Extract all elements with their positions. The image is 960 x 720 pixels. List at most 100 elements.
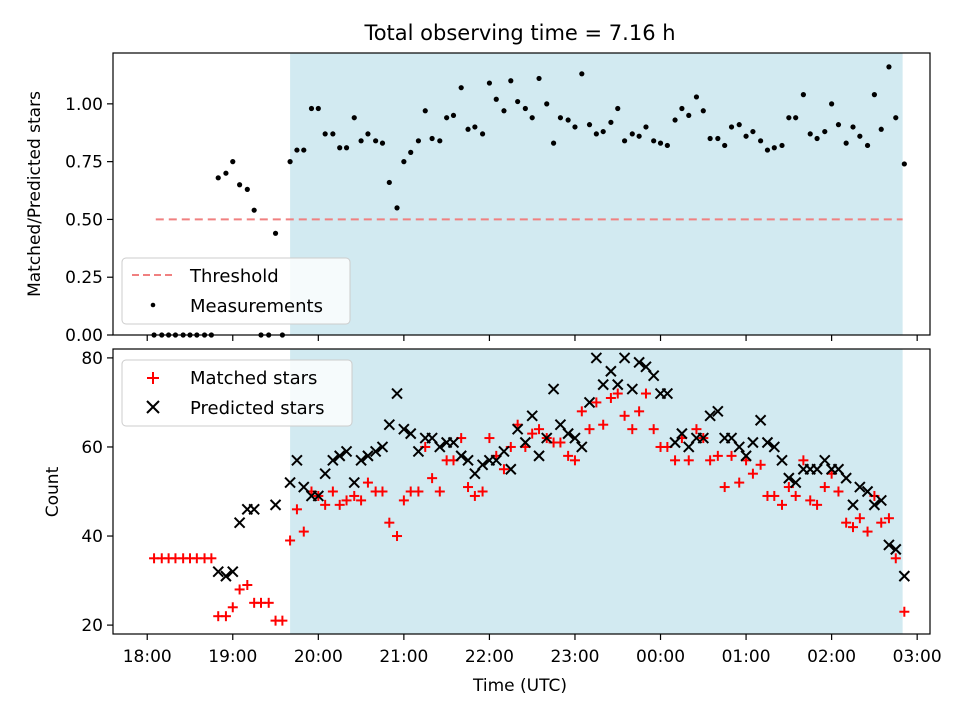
- predicted-star-point: [233, 516, 246, 529]
- measurement-point: [557, 115, 564, 121]
- measurement-point: [444, 115, 450, 121]
- predicted-star-point: [333, 450, 346, 462]
- measurement-point: [458, 85, 464, 91]
- predicted-star-point: [890, 543, 902, 556]
- measurement-point: [244, 186, 250, 192]
- predicted-star-point: [269, 499, 282, 511]
- predicted-star-point: [541, 432, 553, 444]
- predicted-star-point: [847, 499, 859, 511]
- predicted-star-point: [789, 476, 802, 489]
- matched-star-point: [691, 424, 702, 435]
- measurement-point: [893, 115, 899, 121]
- measurement-point: [715, 135, 721, 142]
- measurement-point: [679, 105, 685, 112]
- matched-star-point: [705, 455, 716, 466]
- measurement-point: [493, 96, 499, 102]
- measurement-point: [572, 124, 578, 130]
- measurement-point: [479, 131, 486, 137]
- predicted-star-point: [712, 405, 724, 418]
- matched-star-point: [392, 531, 403, 542]
- predicted-star-point: [447, 436, 460, 449]
- predicted-star-point: [319, 467, 331, 480]
- measurement-point: [465, 126, 471, 132]
- measurement-point: [672, 117, 678, 123]
- predicted-stars-series: [212, 352, 911, 582]
- predicted-star-point: [312, 490, 325, 502]
- matched-star-point: [477, 486, 488, 497]
- measurement-point: [822, 128, 828, 135]
- predicted-star-point: [455, 450, 467, 462]
- predicted-star-point: [376, 441, 389, 453]
- observing-window-top: [290, 53, 903, 335]
- x-tick-label: 02:00: [807, 647, 856, 667]
- matched-star-point: [841, 517, 852, 528]
- x-tick-label: 22:00: [465, 647, 514, 667]
- measurement-point: [365, 131, 371, 137]
- ratio-legend-box: [121, 257, 351, 325]
- measurement-point: [508, 78, 514, 84]
- predicted-star-point: [533, 450, 545, 462]
- predicted-legend-swatch: [146, 400, 160, 414]
- measurement-point: [736, 122, 742, 128]
- measurement-point: [379, 140, 386, 146]
- predicted-star-point: [511, 423, 524, 435]
- matched-star-point: [726, 450, 737, 461]
- measurement-point: [515, 98, 521, 105]
- measurement-point: [664, 142, 670, 149]
- count-panel: 20 40 60 80 18:00 19:00 20:00 21:00 22:00 23:00 0…: [43, 348, 942, 696]
- measurement-point: [565, 117, 571, 123]
- measurement-point: [351, 115, 357, 121]
- matched-star-point: [377, 486, 388, 497]
- matched-star-point: [498, 464, 509, 475]
- matched-star-point: [384, 517, 395, 528]
- measurement-point: [800, 92, 806, 98]
- matched-legend-label: Matched stars: [190, 368, 317, 389]
- matched-star-point: [555, 437, 566, 448]
- x-tick-label: 20:00: [294, 647, 343, 667]
- predicted-star-point: [612, 378, 624, 391]
- predicted-star-point: [661, 387, 674, 400]
- matched-star-point: [776, 499, 787, 510]
- matched-star-point: [434, 486, 445, 497]
- predicted-star-point: [462, 454, 474, 467]
- measurement-point: [600, 128, 606, 135]
- ratio-y-ticks: 0.00 0.25 0.50 0.75 1.00: [65, 95, 113, 346]
- ratio-plot-frame: [112, 52, 931, 336]
- measurement-point: [807, 131, 813, 137]
- measurement-point: [686, 112, 692, 119]
- measurement-point: [337, 145, 343, 151]
- x-tick-label: 21:00: [379, 647, 428, 667]
- matched-star-point: [899, 606, 910, 617]
- matched-star-point: [627, 424, 638, 435]
- matched-star-point: [876, 517, 887, 528]
- predicted-star-point: [284, 476, 296, 489]
- measurement-point: [779, 142, 785, 149]
- count-y-axis-label: Count: [43, 466, 63, 517]
- predicted-star-point: [369, 445, 382, 458]
- measurements-legend-label: Measurements: [190, 296, 323, 317]
- measurement-point: [401, 159, 407, 165]
- measurement-point: [878, 126, 884, 132]
- predicted-legend-label: Predicted stars: [190, 398, 324, 419]
- predicted-star-point: [861, 485, 874, 498]
- matched-star-point: [320, 499, 331, 510]
- y-tick-label: 60: [81, 438, 103, 458]
- measurement-point: [230, 159, 236, 165]
- measurement-point: [864, 142, 871, 149]
- y-tick-label: 0.00: [65, 326, 103, 346]
- predicted-star-point: [405, 427, 417, 440]
- x-tick-label: 19:00: [208, 647, 257, 667]
- measurement-point: [287, 159, 293, 165]
- measurement-point: [901, 161, 907, 167]
- count-legend: Matched stars Predicted stars: [121, 359, 353, 427]
- matched-star-point: [848, 522, 859, 533]
- predicted-star-point: [854, 481, 866, 493]
- chart-title: Total observing time = 7.16 h: [363, 21, 675, 45]
- predicted-star-point: [547, 383, 560, 395]
- observing-window-bottom: [290, 349, 903, 634]
- count-plot-frame: [112, 348, 931, 635]
- matched-star-point: [277, 615, 288, 626]
- predicted-star-point: [220, 570, 232, 582]
- y-tick-label: 40: [81, 527, 103, 547]
- matched-star-point: [427, 473, 438, 484]
